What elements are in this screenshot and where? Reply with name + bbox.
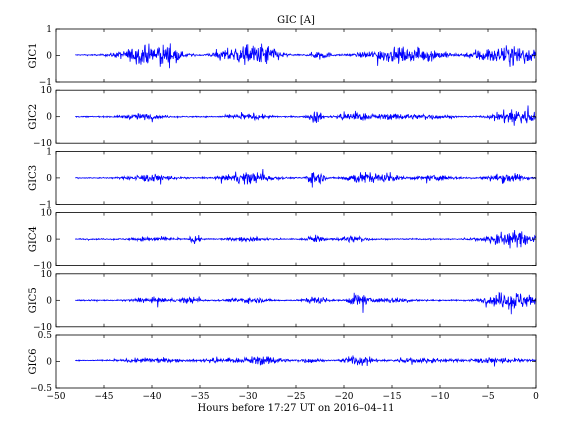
y-tick-label: 0 [46, 235, 52, 245]
y-tick-label: −10 [33, 323, 52, 333]
y-tick-label: 0.5 [38, 331, 53, 341]
y-tick-label: −0.5 [30, 384, 52, 394]
y-axis-label: GIC3 [28, 165, 39, 191]
panels-group: −101GIC1−10010GIC2−101GIC3−10010GIC4−100… [28, 25, 539, 402]
series-line-1 [75, 43, 537, 69]
y-tick-label: 10 [41, 86, 53, 96]
series-line-2 [75, 105, 537, 126]
y-tick-label: 10 [41, 270, 53, 280]
y-axis-label: GIC6 [28, 349, 39, 375]
y-tick-label: 0 [46, 174, 52, 184]
x-tick-label: −50 [47, 392, 66, 402]
chart-title: GIC [A] [277, 15, 315, 26]
y-tick-label: −10 [33, 262, 52, 272]
y-axis-label: GIC1 [28, 43, 39, 69]
y-tick-label: −10 [33, 139, 52, 149]
x-tick-label: −5 [481, 392, 495, 402]
x-tick-label: −20 [335, 392, 354, 402]
y-tick-label: −1 [39, 200, 52, 210]
x-tick-label: −40 [143, 392, 162, 402]
x-axis-label: Hours before 17:27 UT on 2016–04–11 [197, 403, 394, 414]
y-tick-label: 1 [46, 25, 52, 35]
y-tick-label: 0 [46, 296, 52, 306]
panel-1: −1 0 1 GIC1 [28, 25, 537, 88]
x-tick-label: −15 [383, 392, 402, 402]
x-tick-label: −10 [431, 392, 450, 402]
y-tick-label: 0 [46, 358, 52, 368]
y-tick-label: 0 [46, 52, 52, 62]
x-tick-label: −45 [95, 392, 114, 402]
y-axis-label: GIC2 [28, 104, 39, 130]
series-line-5 [75, 291, 537, 315]
series-line-3 [75, 168, 537, 188]
series-line-4 [74, 229, 537, 249]
y-tick-label: 10 [41, 209, 53, 219]
y-axis-label: GIC4 [28, 226, 39, 252]
x-tick-label: −35 [191, 392, 210, 402]
x-tick-label: −30 [239, 392, 258, 402]
y-tick-label: 1 [46, 147, 52, 157]
x-tick-label: 0 [533, 392, 539, 402]
y-tick-label: 0 [46, 113, 52, 123]
y-tick-label: −1 [39, 78, 52, 88]
x-tick-label: −25 [287, 392, 306, 402]
series-line-6 [75, 355, 537, 367]
y-axis-label: GIC5 [28, 287, 39, 313]
panel-3: −1 0 1 GIC3 [28, 147, 537, 210]
